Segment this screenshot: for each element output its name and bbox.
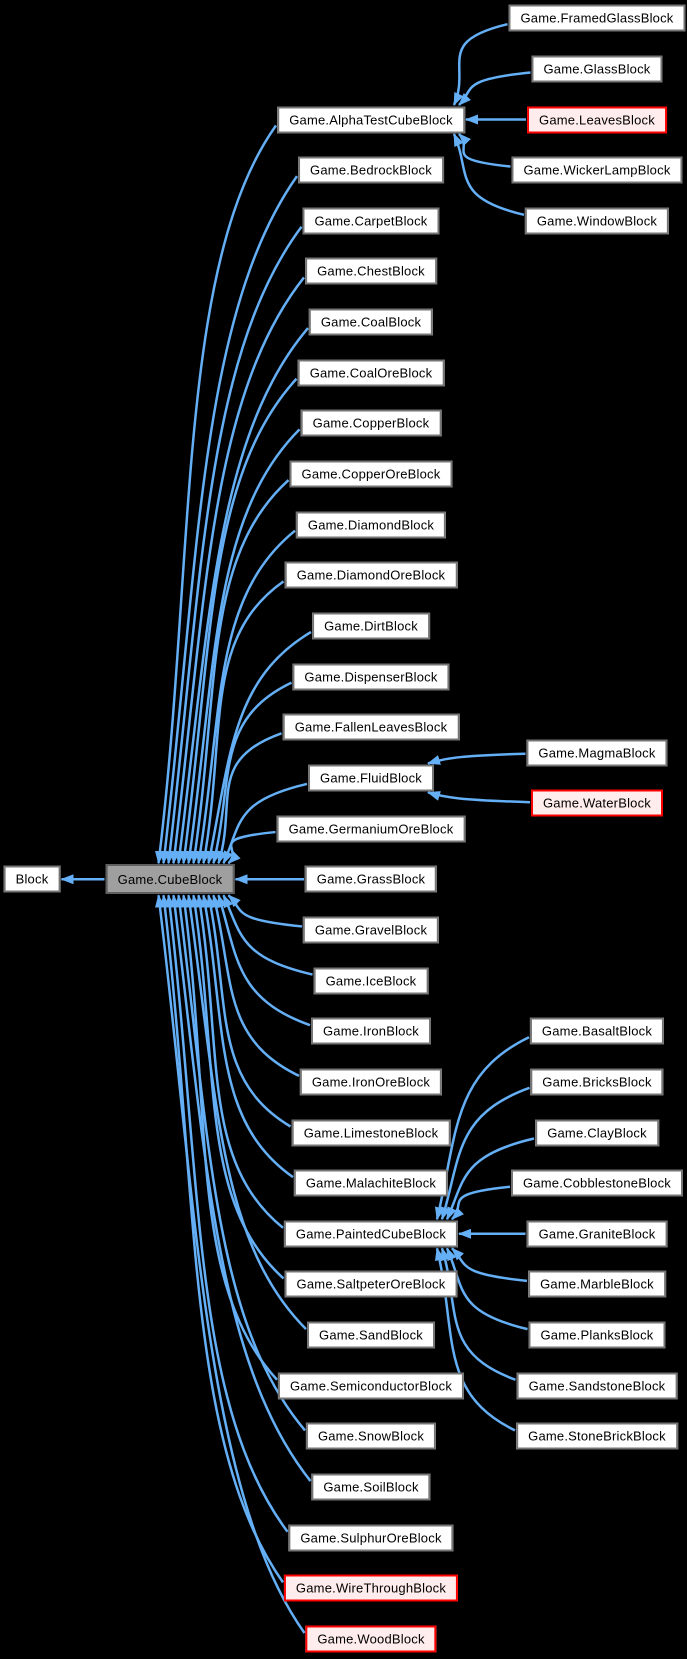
class-node[interactable]: Game.SnowBlock xyxy=(305,1422,437,1450)
inheritance-edge xyxy=(445,1247,528,1331)
class-node[interactable]: Block xyxy=(3,865,61,893)
class-node[interactable]: Game.SemiconductorBlock xyxy=(277,1372,465,1400)
class-node[interactable]: Game.StoneBrickBlock xyxy=(516,1422,678,1450)
inheritance-edge xyxy=(440,1247,516,1381)
inheritance-edge xyxy=(227,894,303,928)
inheritance-edge xyxy=(222,782,308,865)
inheritance-edge xyxy=(217,894,311,1027)
class-node[interactable]: Game.GrassBlock xyxy=(304,865,438,893)
inheritance-edge xyxy=(190,894,285,1280)
inheritance-edge xyxy=(206,894,292,1128)
inheritance-edge xyxy=(185,894,307,1330)
inheritance-edge xyxy=(227,830,276,865)
inheritance-edge xyxy=(458,71,531,106)
inheritance-edge xyxy=(222,894,313,976)
class-node[interactable]: Game.AlphaTestCubeBlock xyxy=(277,106,465,133)
class-node[interactable]: Game.GlassBlock xyxy=(531,55,663,83)
class-node[interactable]: Game.SulphurOreBlock xyxy=(288,1524,454,1552)
inheritance-edge xyxy=(211,681,293,865)
class-node[interactable]: Game.DiamondOreBlock xyxy=(284,561,458,589)
inheritance-edge xyxy=(451,1247,528,1283)
inheritance-edge xyxy=(164,894,289,1533)
class-node[interactable]: Game.CopperBlock xyxy=(300,409,442,437)
inheritance-edge xyxy=(458,133,511,168)
class-node[interactable]: Game.FallenLeavesBlock xyxy=(282,713,460,741)
inheritance-edge xyxy=(427,791,531,804)
inheritance-edge xyxy=(169,276,305,865)
inheritance-edge xyxy=(451,1185,511,1221)
inheritance-edge xyxy=(164,226,303,865)
class-node[interactable]: Game.MagmaBlock xyxy=(526,739,668,767)
inheritance-edge xyxy=(452,133,525,217)
class-node[interactable]: Game.CobblestoneBlock xyxy=(511,1169,683,1197)
class-node[interactable]: Game.SoilBlock xyxy=(311,1473,431,1501)
inheritance-edge xyxy=(211,894,300,1077)
class-node[interactable]: Game.ChestBlock xyxy=(305,257,437,285)
inheritance-edge xyxy=(452,22,508,106)
class-node[interactable]: Game.BedrockBlock xyxy=(298,156,444,184)
class-node[interactable]: Game.FramedGlassBlock xyxy=(508,4,686,32)
class-node[interactable]: Game.WickerLampBlock xyxy=(511,156,683,184)
inheritance-edge xyxy=(155,124,278,865)
class-node[interactable]: Game.DirtBlock xyxy=(312,612,430,640)
class-node[interactable]: Game.LeavesBlock xyxy=(527,106,667,133)
class-node[interactable]: Game.SandstoneBlock xyxy=(516,1372,678,1400)
class-node[interactable]: Game.CoalOreBlock xyxy=(297,359,445,387)
inheritance-edge xyxy=(175,327,309,865)
inheritance-edge xyxy=(206,630,312,865)
class-node[interactable]: Game.CoalBlock xyxy=(308,308,434,336)
inheritance-edge xyxy=(169,894,312,1482)
class-node[interactable]: Game.MarbleBlock xyxy=(528,1270,666,1298)
class-node[interactable]: Game.GermaniumOreBlock xyxy=(276,815,466,843)
class-node[interactable]: Game.IronOreBlock xyxy=(299,1068,443,1096)
class-node[interactable]: Game.WoodBlock xyxy=(305,1625,437,1653)
inheritance-edge xyxy=(440,1086,530,1221)
class-node[interactable]: Game.BricksBlock xyxy=(530,1068,664,1096)
inheritance-edge xyxy=(445,1137,535,1221)
class-node[interactable]: Game.SandBlock xyxy=(307,1321,435,1349)
class-node[interactable]: Game.SaltpeterOreBlock xyxy=(284,1270,458,1298)
class-node[interactable]: Game.CopperOreBlock xyxy=(289,460,453,488)
class-node[interactable]: Game.BasaltBlock xyxy=(529,1017,665,1045)
class-node[interactable]: Game.CubeBlock xyxy=(105,864,235,895)
inheritance-edge xyxy=(185,428,301,865)
class-node[interactable]: Game.FluidBlock xyxy=(308,764,434,792)
class-node[interactable]: Game.IronBlock xyxy=(310,1017,432,1045)
class-node[interactable]: Game.MalachiteBlock xyxy=(293,1169,449,1197)
inheritance-edge xyxy=(200,894,294,1179)
class-node[interactable]: Game.CarpetBlock xyxy=(302,207,440,235)
class-node[interactable]: Game.DispenserBlock xyxy=(292,663,450,691)
inheritance-edge xyxy=(217,732,282,865)
class-node[interactable]: Game.WindowBlock xyxy=(524,207,670,235)
class-node[interactable]: Game.WireThroughBlock xyxy=(283,1574,459,1602)
class-node[interactable]: Game.GraniteBlock xyxy=(526,1220,668,1248)
inheritance-edge xyxy=(159,175,299,865)
inheritance-edge xyxy=(175,894,306,1432)
class-node[interactable]: Game.PaintedCubeBlock xyxy=(283,1220,459,1248)
inheritance-edge xyxy=(200,580,285,865)
inheritance-edge xyxy=(159,894,285,1584)
class-node[interactable]: Game.DiamondBlock xyxy=(295,511,447,539)
inheritance-edge xyxy=(155,894,306,1634)
class-node[interactable]: Game.PlanksBlock xyxy=(528,1321,666,1349)
inheritance-edge xyxy=(195,529,296,865)
class-node[interactable]: Game.LimestoneBlock xyxy=(291,1119,451,1146)
class-node[interactable]: Game.WaterBlock xyxy=(531,789,663,817)
inheritance-edge xyxy=(190,479,290,865)
inheritance-edge xyxy=(427,752,526,765)
inheritance-edge xyxy=(195,894,284,1229)
inheritance-edge xyxy=(180,377,298,865)
class-node[interactable]: Game.GravelBlock xyxy=(302,916,440,944)
class-node[interactable]: Game.ClayBlock xyxy=(535,1119,659,1146)
class-node[interactable]: Game.IceBlock xyxy=(313,967,429,995)
